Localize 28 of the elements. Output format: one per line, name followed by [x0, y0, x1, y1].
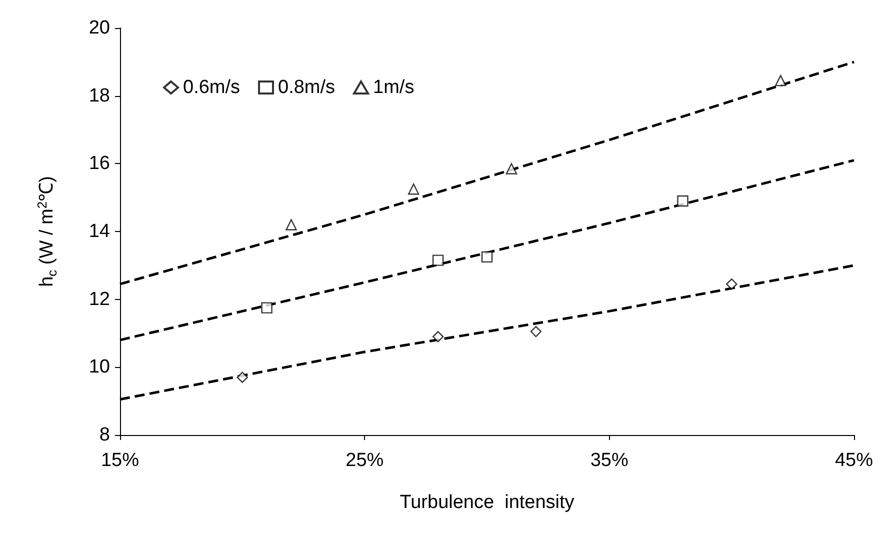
- x-tick-label: 15%: [100, 450, 140, 471]
- y-tick-label: 18: [88, 85, 110, 106]
- point: [530, 326, 542, 338]
- legend-label: 0.6m/s: [183, 77, 240, 98]
- y-axis-title: hc (W / m2℃): [34, 176, 60, 287]
- point: [506, 163, 518, 174]
- point: [236, 372, 248, 383]
- y-tick-label: 10: [88, 356, 110, 378]
- legend-label: 1m/s: [373, 77, 414, 98]
- x-tick-label: 25%: [346, 450, 384, 471]
- y-tick-label: 16: [88, 153, 110, 174]
- y-tick-label: 14: [88, 221, 110, 242]
- y-tick-label: 12: [88, 288, 110, 310]
- x-tick-label: 45%: [834, 450, 874, 471]
- point: [432, 331, 444, 342]
- point: [286, 219, 297, 230]
- point: [408, 184, 420, 195]
- point: [677, 195, 688, 207]
- x-axis-title: Turbulence intensity: [400, 492, 575, 513]
- x-tick-label: 35%: [590, 450, 628, 471]
- point: [261, 302, 272, 314]
- point: [726, 278, 738, 290]
- point: [775, 74, 786, 86]
- y-tick-label: 8: [99, 424, 110, 446]
- legend-label: 0.8m/s: [278, 77, 336, 98]
- point: [432, 254, 444, 266]
- point: [481, 251, 493, 263]
- y-tick-label: 20: [88, 18, 110, 38]
